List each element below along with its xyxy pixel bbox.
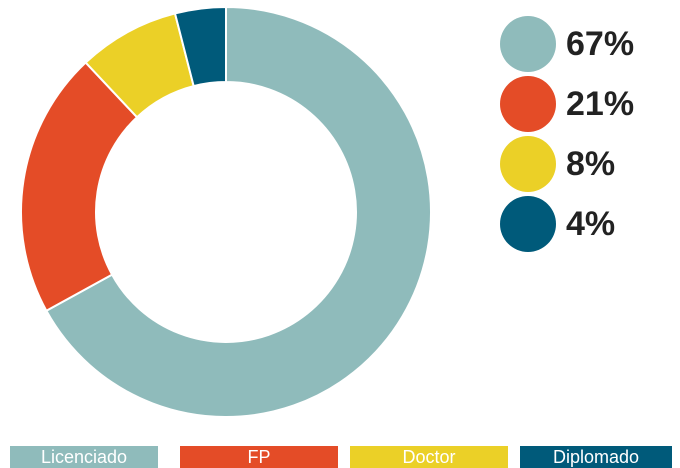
legend-label: 4% [566, 205, 615, 243]
legend-swatch [500, 16, 556, 72]
legend-label: 21% [566, 85, 634, 123]
legend-label: 67% [566, 25, 634, 63]
legend-label: 8% [566, 145, 615, 183]
category-box [180, 446, 338, 468]
legend-swatch [500, 76, 556, 132]
legend-swatch [500, 196, 556, 252]
legend-swatch [500, 136, 556, 192]
category-box [10, 446, 158, 468]
category-label: Doctor [402, 447, 455, 467]
category-label: FP [247, 447, 270, 467]
donut-slice [44, 5, 432, 418]
donut-slice [173, 5, 227, 88]
category-box [520, 446, 672, 468]
category-box [350, 446, 508, 468]
category-label: Licenciado [41, 447, 127, 467]
category-label: Diplomado [553, 447, 639, 467]
